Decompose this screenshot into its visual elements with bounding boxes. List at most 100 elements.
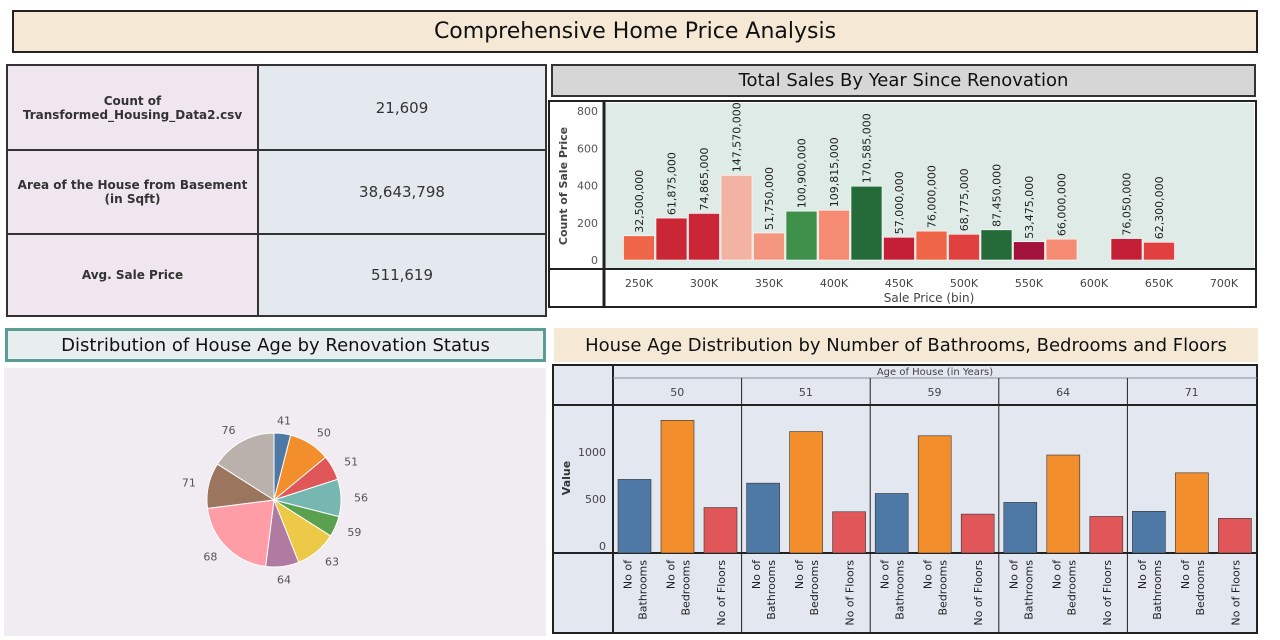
pie-slice[interactable] [216, 432, 275, 501]
sales-bar[interactable] [1143, 242, 1175, 261]
age-category-label: No of [793, 559, 806, 589]
pie-slice-label: 63 [325, 556, 339, 569]
sales-x-tick: 350K [755, 277, 784, 290]
sales-bar[interactable] [688, 213, 720, 261]
sales-x-axis-label: Sale Price (bin) [884, 291, 975, 305]
age-category-label: No of [1007, 559, 1020, 589]
sales-bar-value-label: 53,475,000 [1023, 176, 1036, 239]
kpi-area-label: Area of the House from Basement (in Sqft… [6, 149, 259, 235]
sales-bar[interactable] [753, 232, 785, 261]
age-distribution-chart: Age of House (in Years) Value 0 500 1000 5… [552, 364, 1258, 634]
age-bar[interactable] [874, 493, 909, 554]
age-bar[interactable] [660, 420, 695, 554]
sales-bar-value-label: 100,900,000 [796, 138, 809, 208]
sales-y-tick: 600 [577, 142, 598, 155]
age-bar[interactable] [1218, 518, 1252, 554]
sales-x-tick: 700K [1210, 277, 1239, 290]
sales-bar[interactable] [623, 235, 655, 261]
house-age-pie-chart: 41 50 51 56 59 63 64 68 71 76 [182, 415, 368, 587]
age-category-label: No of Floors [844, 560, 857, 626]
age-group-label: 64 [1056, 386, 1070, 399]
kpi-count-value: 21,609 [257, 64, 547, 151]
sales-bar-value-label: 62,300,000 [1153, 176, 1166, 239]
sales-bar[interactable] [883, 236, 915, 261]
pie-slice[interactable] [206, 499, 275, 568]
age-category-label: No of Floors [1229, 560, 1242, 626]
pie-chart-title: Distribution of House Age by Renovation … [5, 328, 546, 362]
age-bar[interactable] [1089, 516, 1124, 554]
age-group-label: 50 [670, 386, 684, 399]
sales-bar[interactable] [1045, 238, 1078, 261]
sales-bar[interactable] [850, 185, 883, 261]
sales-bar[interactable] [915, 230, 948, 261]
sales-bar-value-label: 66,000,000 [1056, 173, 1069, 236]
sales-by-price-chart: Count of Sale Price Sale Price (bin) 0 20… [548, 100, 1257, 308]
pie-slice-label: 51 [344, 455, 358, 468]
age-category-label: No of [750, 559, 763, 589]
sales-chart-title: Total Sales By Year Since Renovation [551, 64, 1256, 97]
age-category-label: Bedrooms [1194, 560, 1207, 616]
sales-bar-value-label: 87,450,000 [991, 164, 1004, 227]
sales-y-axis-label: Count of Sale Price [557, 127, 570, 245]
pie-slice-label: 59 [347, 526, 361, 539]
sales-bar-value-label: 51,750,000 [763, 167, 776, 230]
age-bar[interactable] [1046, 454, 1081, 554]
sales-bar[interactable] [818, 209, 850, 261]
sales-x-tick: 650K [1145, 277, 1174, 290]
age-bar[interactable] [917, 435, 952, 554]
age-y-tick: 1000 [578, 446, 606, 459]
sales-x-tick: 450K [885, 277, 914, 290]
age-group-label: 51 [799, 386, 813, 399]
sales-bar[interactable] [1110, 238, 1143, 261]
kpi-count-label: Count of Transformed_Housing_Data2.csv [6, 64, 259, 151]
sales-bar[interactable] [1013, 241, 1045, 261]
age-category-label: No of Floors [715, 560, 728, 626]
age-bar[interactable] [1175, 472, 1209, 554]
kpi-area-value: 38,643,798 [257, 149, 547, 235]
sales-x-tick: 250K [625, 277, 654, 290]
pie-chart-panel: 41 50 51 56 59 63 64 68 71 76 [4, 368, 546, 636]
age-category-label: Bedrooms [808, 560, 821, 616]
sales-bar[interactable] [980, 229, 1013, 261]
age-category-label: Bathrooms [637, 560, 650, 620]
age-group-label: 59 [928, 386, 942, 399]
age-bar[interactable] [960, 513, 995, 554]
pie-slice-label: 50 [317, 426, 331, 439]
age-bar[interactable] [746, 482, 780, 554]
sales-y-tick: 800 [577, 105, 598, 118]
age-category-label: No of Floors [1101, 560, 1114, 626]
age-category-label: No of Floors [972, 560, 985, 626]
age-category-label: No of [665, 559, 678, 589]
age-bar[interactable] [1132, 510, 1166, 554]
age-group-label: 71 [1185, 386, 1199, 399]
age-y-tick: 500 [585, 493, 606, 506]
sales-x-tick: 400K [820, 277, 849, 290]
age-bar[interactable] [832, 511, 866, 554]
sales-bar-value-label: 76,050,000 [1121, 173, 1134, 236]
sales-bar[interactable] [785, 210, 818, 261]
pie-slice-label: 56 [354, 491, 368, 504]
age-category-label: No of [1050, 559, 1063, 589]
age-category-label: No of [1136, 559, 1149, 589]
sales-y-tick: 400 [577, 180, 598, 193]
page-title: Comprehensive Home Price Analysis [12, 10, 1258, 53]
sales-bar[interactable] [720, 174, 753, 261]
age-bar[interactable] [789, 431, 823, 554]
age-bar[interactable] [703, 507, 738, 554]
age-category-label: No of [622, 559, 635, 589]
sales-bar-value-label: 32,500,000 [633, 170, 646, 233]
sales-bar-value-label: 109,815,000 [828, 137, 841, 207]
sales-x-tick: 300K [690, 277, 719, 290]
age-category-label: Bedrooms [1065, 560, 1078, 616]
kpi-avg-price-value: 511,619 [257, 233, 547, 317]
sales-bar-value-label: 76,000,000 [926, 165, 939, 228]
sales-bar[interactable] [655, 217, 688, 261]
age-bar[interactable] [617, 479, 652, 554]
age-y-tick: 0 [599, 540, 606, 553]
age-category-label: Bedrooms [937, 560, 950, 616]
age-category-label: Bathrooms [1022, 560, 1035, 620]
sales-bar-value-label: 68,775,000 [958, 168, 971, 231]
sales-bar[interactable] [948, 233, 980, 261]
sales-bar-value-label: 74,865,000 [698, 147, 711, 210]
age-bar[interactable] [1003, 502, 1038, 554]
